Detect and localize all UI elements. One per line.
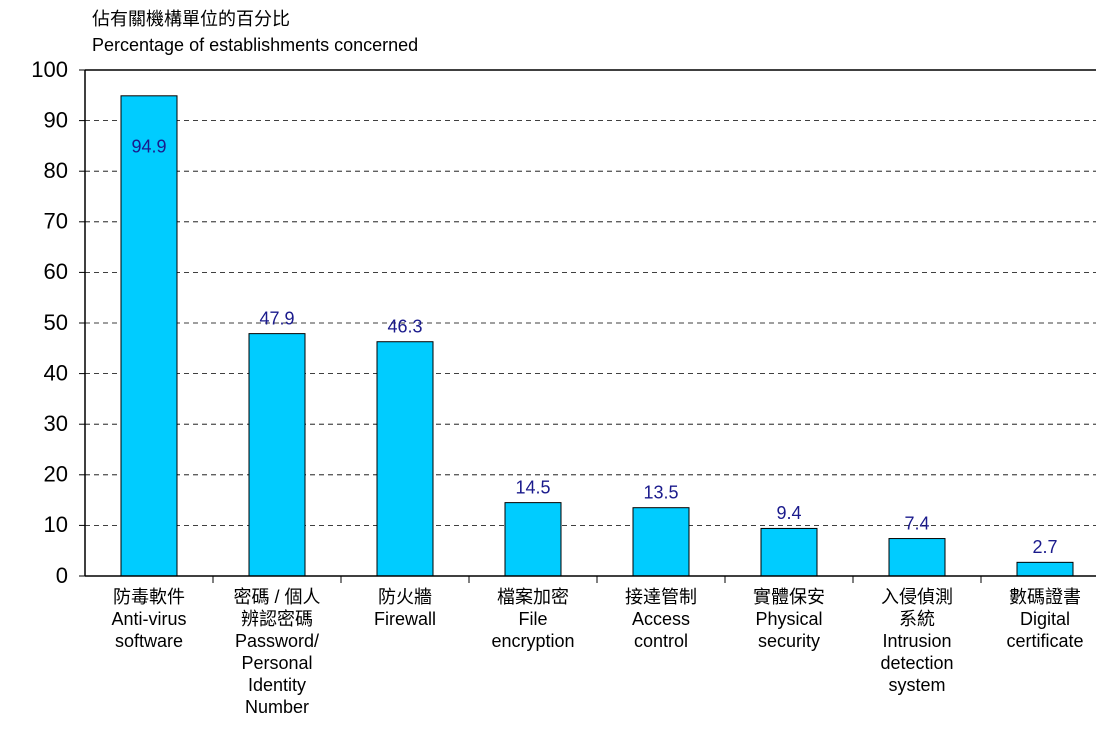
value-label: 94.9 — [131, 137, 166, 157]
bar — [1016, 561, 1074, 577]
value-label: 47.9 — [259, 308, 294, 328]
y-tick-label: 20 — [44, 462, 68, 487]
x-tick-label: 密碼 / 個人 辨認密碼 Password/ Personal Identity… — [233, 587, 321, 717]
bar — [248, 333, 306, 577]
y-tick-label: 90 — [44, 107, 68, 132]
y-tick-label: 30 — [44, 411, 68, 436]
bar — [632, 507, 690, 577]
bar — [120, 95, 178, 577]
value-label: 46.3 — [387, 316, 422, 336]
y-tick-label: 50 — [44, 310, 68, 335]
x-tick-label: 實體保安 Physical security — [753, 587, 825, 651]
x-tick-label: 檔案加密 File encryption — [491, 587, 575, 651]
bar — [376, 341, 434, 577]
bar — [504, 502, 562, 577]
x-tick-label: 防火牆 Firewall — [373, 587, 436, 629]
y-tick-label: 0 — [56, 563, 68, 588]
y-tick-label: 60 — [44, 259, 68, 284]
y-axis-label: 佔有關機構單位的百分比 Percentage of establishments… — [92, 9, 419, 55]
value-label: 13.5 — [643, 482, 678, 502]
y-tick-label: 10 — [44, 512, 68, 537]
value-label: 9.4 — [776, 503, 801, 523]
y-tick-label: 70 — [44, 209, 68, 234]
y-tick-label: 100 — [31, 57, 68, 82]
value-label: 2.7 — [1032, 537, 1057, 557]
x-tick-label: 數碼證書 Digital certificate — [1006, 587, 1084, 651]
y-tick-label: 40 — [44, 360, 68, 385]
x-tick-label: 防毒軟件 Anti-virus software — [111, 587, 187, 651]
x-tick-label: 接達管制 Access control — [625, 587, 697, 651]
value-label: 7.4 — [904, 513, 929, 533]
bar — [760, 527, 818, 577]
x-tick-label: 入侵偵測 系統 Intrusion detection system — [880, 587, 954, 695]
bar — [888, 538, 946, 577]
y-tick-label: 80 — [44, 158, 68, 183]
value-label: 14.5 — [515, 477, 550, 497]
